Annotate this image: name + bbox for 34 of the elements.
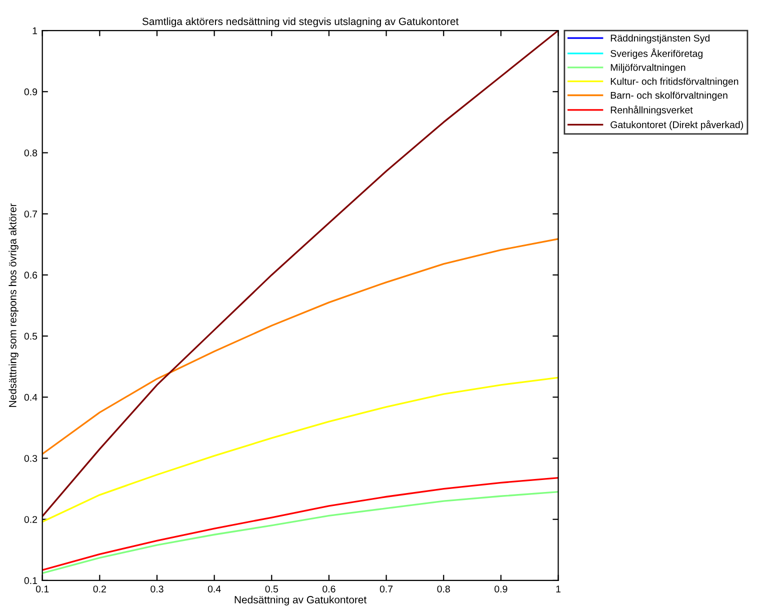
x-tick-label: 0.8 — [437, 586, 450, 592]
x-tick-label: 0.6 — [322, 586, 336, 592]
x-tick-label: 0.2 — [93, 586, 106, 592]
chart-title: Samtliga aktörers nedsättning vid stegvis utslagning av Gatukontoret — [142, 17, 459, 28]
y-tick-label: 1 — [32, 27, 38, 34]
x-tick-label: 0.7 — [380, 586, 393, 592]
y-tick-label: 0.7 — [24, 210, 37, 218]
line-series — [42, 476, 558, 571]
y-tick-label: 0.6 — [24, 272, 38, 279]
legend-label: Barn- och skolförvaltningen — [610, 92, 728, 101]
legend-label: Sveriges Åkeriföretag — [610, 48, 702, 59]
x-tick-label: 0.4 — [208, 586, 221, 592]
legend-label: Räddningstjänsten Syd — [610, 34, 710, 44]
legend-label: Miljöförvaltningen — [610, 64, 686, 73]
y-tick-label: 0.2 — [24, 516, 37, 523]
line-series — [42, 491, 558, 574]
x-tick-label: 0.9 — [494, 586, 508, 592]
y-tick-label: 0.3 — [24, 454, 38, 462]
x-tick-label: 0.3 — [150, 586, 164, 592]
x-axis-title: Nedsättning av Gatukontoret — [234, 596, 367, 606]
y-tick-label: 0.8 — [24, 149, 38, 156]
legend-label: Kultur- och fritidsförvaltningen — [610, 78, 738, 87]
x-tick-label: 1 — [556, 586, 560, 592]
y-tick-label: 0.5 — [24, 332, 38, 340]
x-tick-label: 0.1 — [36, 586, 49, 592]
y-tick-label: 0.9 — [24, 88, 38, 96]
line-series — [42, 238, 558, 455]
y-tick-label: 0.4 — [24, 394, 38, 401]
y-axis-title: Nedsättning som respons hos övriga aktörer — [8, 203, 18, 407]
legend-label: Gatukontoret (Direkt påverkad) — [610, 120, 743, 130]
x-tick-label: 0.5 — [265, 586, 278, 592]
y-tick-label: 0.1 — [24, 577, 38, 584]
legend-label: Renhållningsverket — [610, 106, 693, 116]
line-series — [42, 376, 558, 523]
